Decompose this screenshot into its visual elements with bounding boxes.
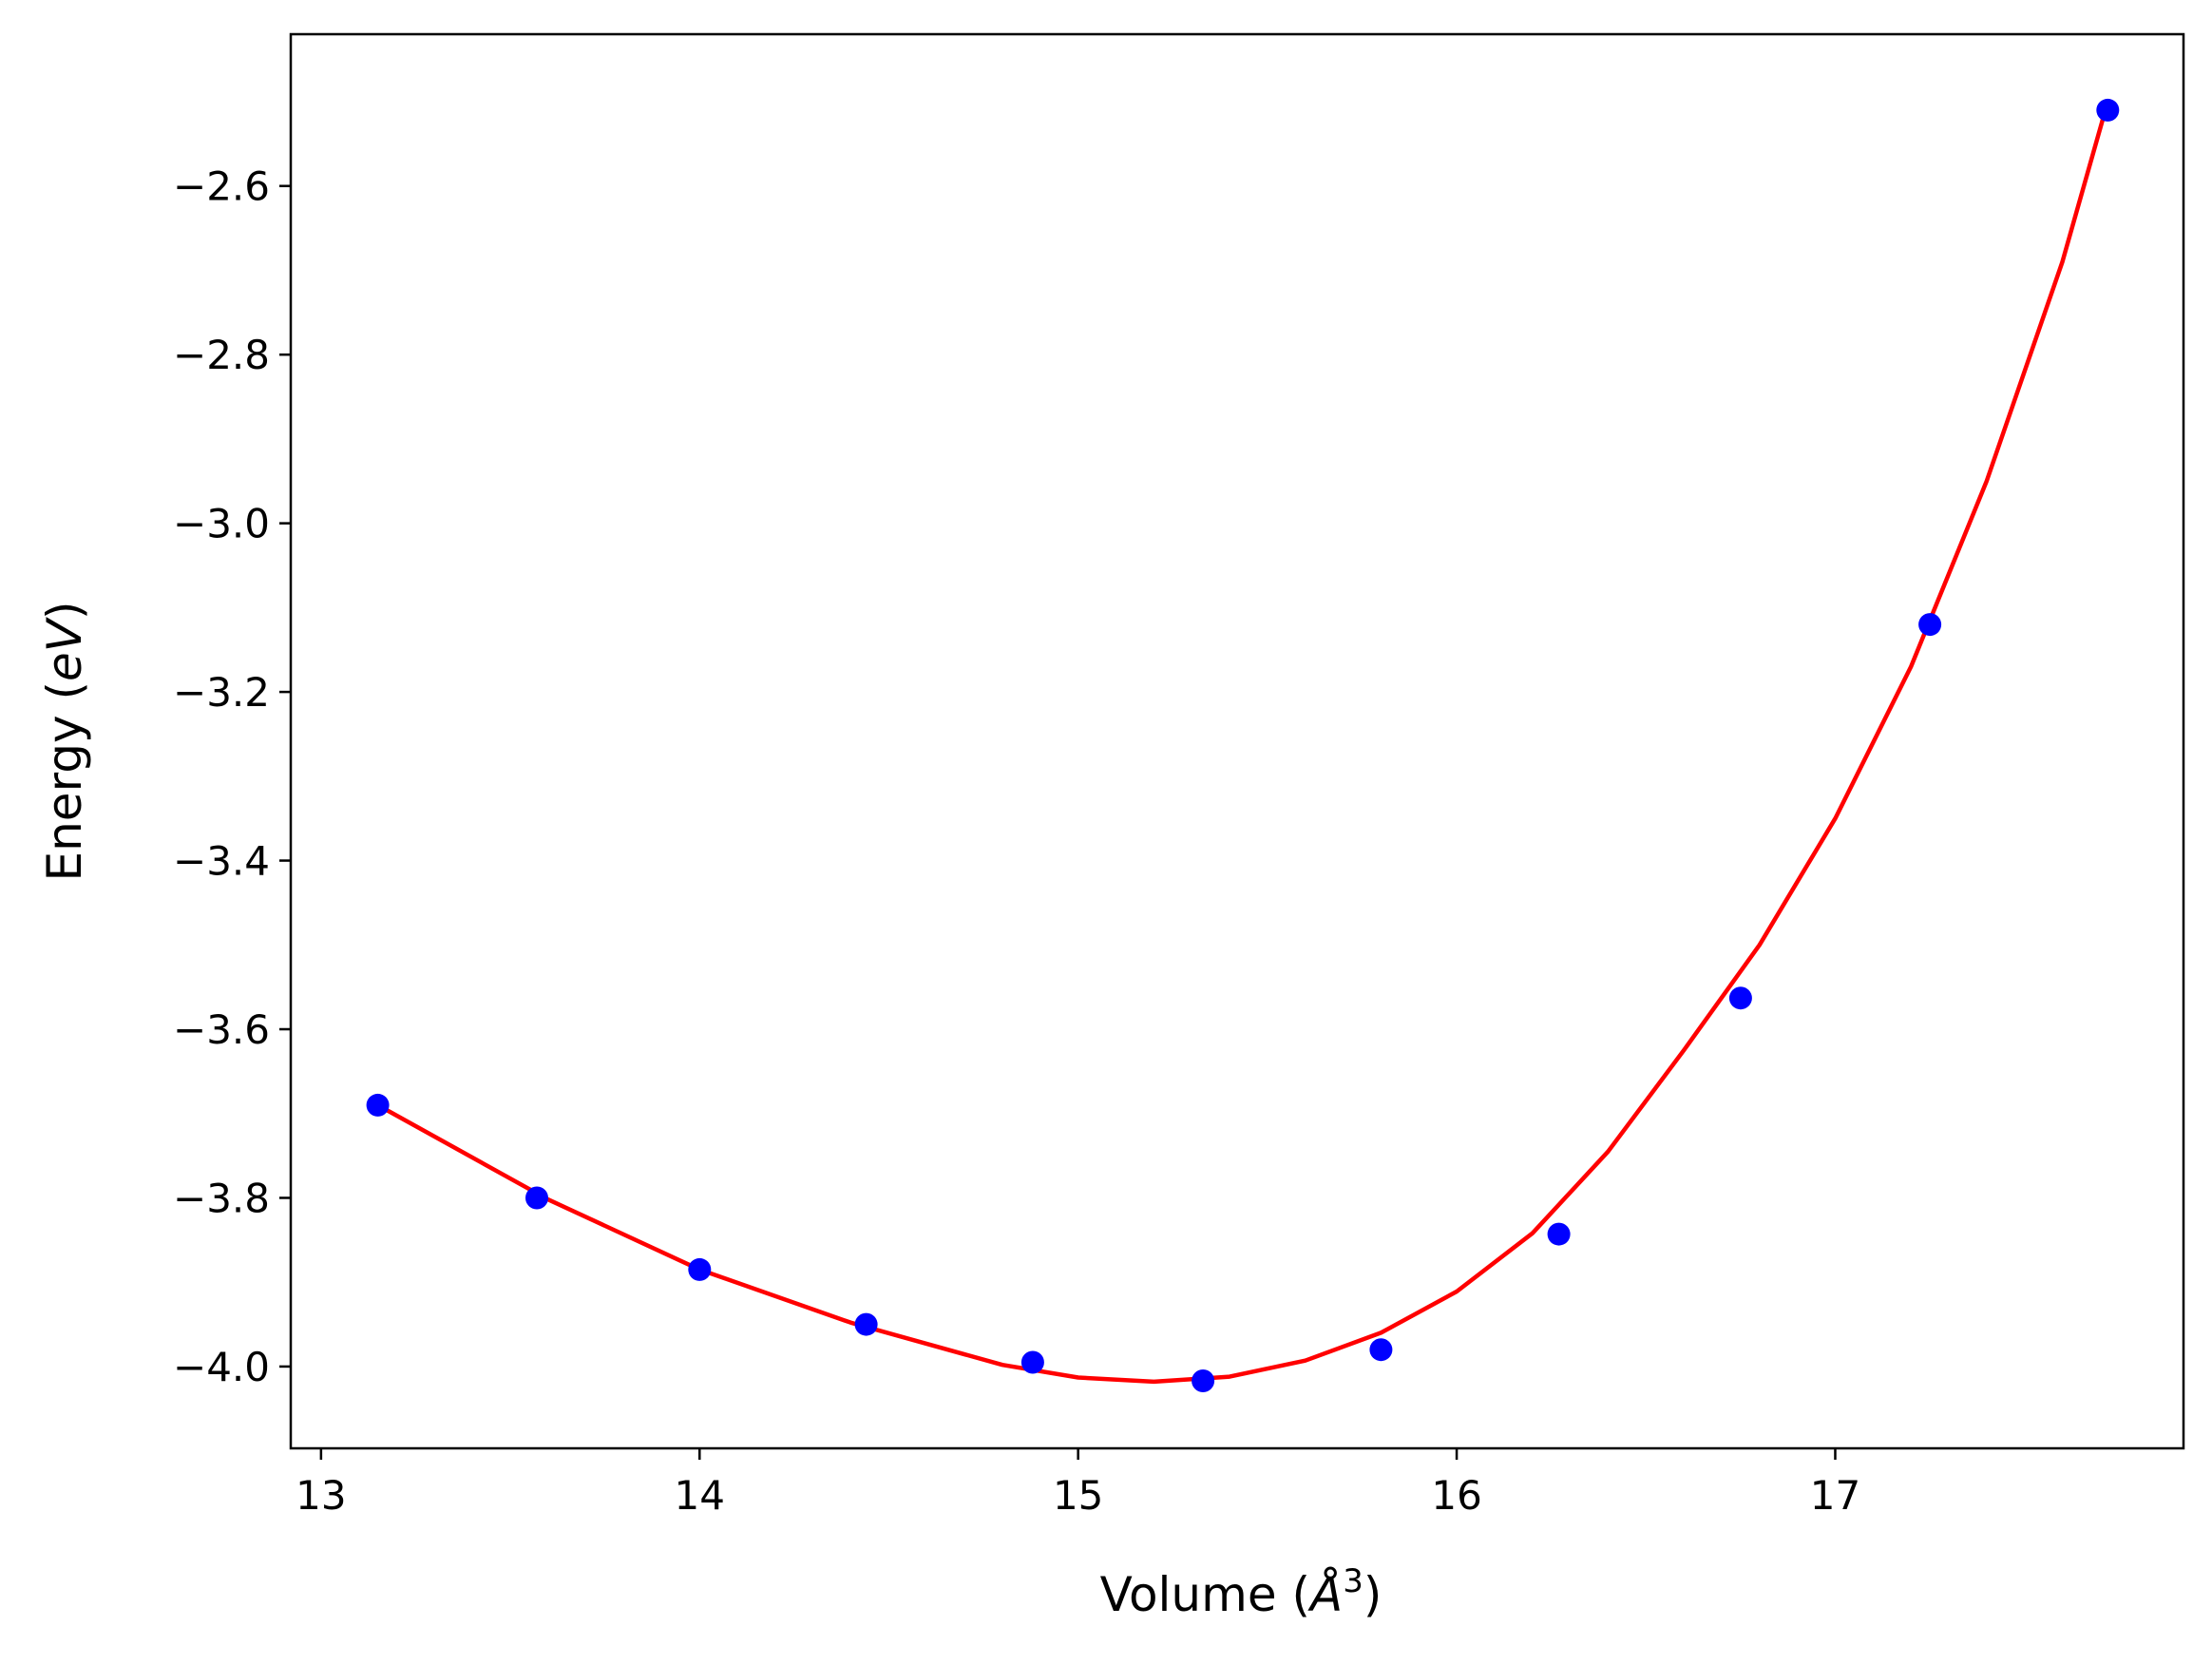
x-axis-label: Volume (Å3) [1100, 1562, 1382, 1622]
data-point-marker [1192, 1369, 1215, 1392]
x-tick-label: 16 [1431, 1472, 1481, 1519]
y-tick-label: −3.0 [173, 501, 270, 547]
y-axis-label-suffix: ) [37, 602, 92, 621]
data-point-marker [854, 1312, 878, 1336]
y-tick-label: −3.2 [173, 669, 270, 716]
x-tick-label: 17 [1810, 1472, 1860, 1519]
data-point-marker [1728, 986, 1752, 1010]
data-point-marker [688, 1257, 712, 1281]
y-tick-label: −2.6 [173, 163, 270, 210]
y-tick-label: −3.6 [173, 1006, 270, 1053]
x-axis: 13 14 15 16 17 [296, 1448, 1860, 1519]
y-axis: −4.0 −3.8 −3.6 −3.4 −3.2 −3.0 −2.8 −2.6 [173, 163, 291, 1390]
data-point-marker [2096, 98, 2120, 122]
x-axis-label-prefix: Volume ( [1100, 1567, 1310, 1622]
y-tick-label: −2.8 [173, 332, 270, 378]
data-point-marker [1918, 613, 1942, 637]
x-tick-label: 14 [675, 1472, 725, 1519]
data-point-marker [1547, 1222, 1571, 1246]
y-axis-label: Energy (eV) [37, 602, 92, 882]
data-point-marker [1369, 1338, 1393, 1362]
y-tick-label: −3.8 [173, 1175, 270, 1221]
plot-frame [289, 32, 2185, 1450]
data-point-marker [1020, 1350, 1044, 1374]
x-tick-label: 13 [296, 1472, 346, 1519]
data-point-marker [366, 1093, 390, 1117]
x-axis-label-exponent: 3 [1343, 1562, 1363, 1600]
data-point-marker [525, 1186, 548, 1210]
y-axis-label-unit: eV [37, 616, 92, 681]
x-axis-label-suffix: ) [1363, 1567, 1382, 1622]
x-axis-label-unit: Å [1307, 1567, 1343, 1622]
y-axis-label-prefix: Energy ( [37, 681, 92, 881]
x-tick-label: 15 [1053, 1472, 1103, 1519]
y-tick-label: −3.4 [173, 838, 270, 885]
y-tick-label: −4.0 [173, 1344, 270, 1390]
plot-area [289, 32, 2185, 1450]
